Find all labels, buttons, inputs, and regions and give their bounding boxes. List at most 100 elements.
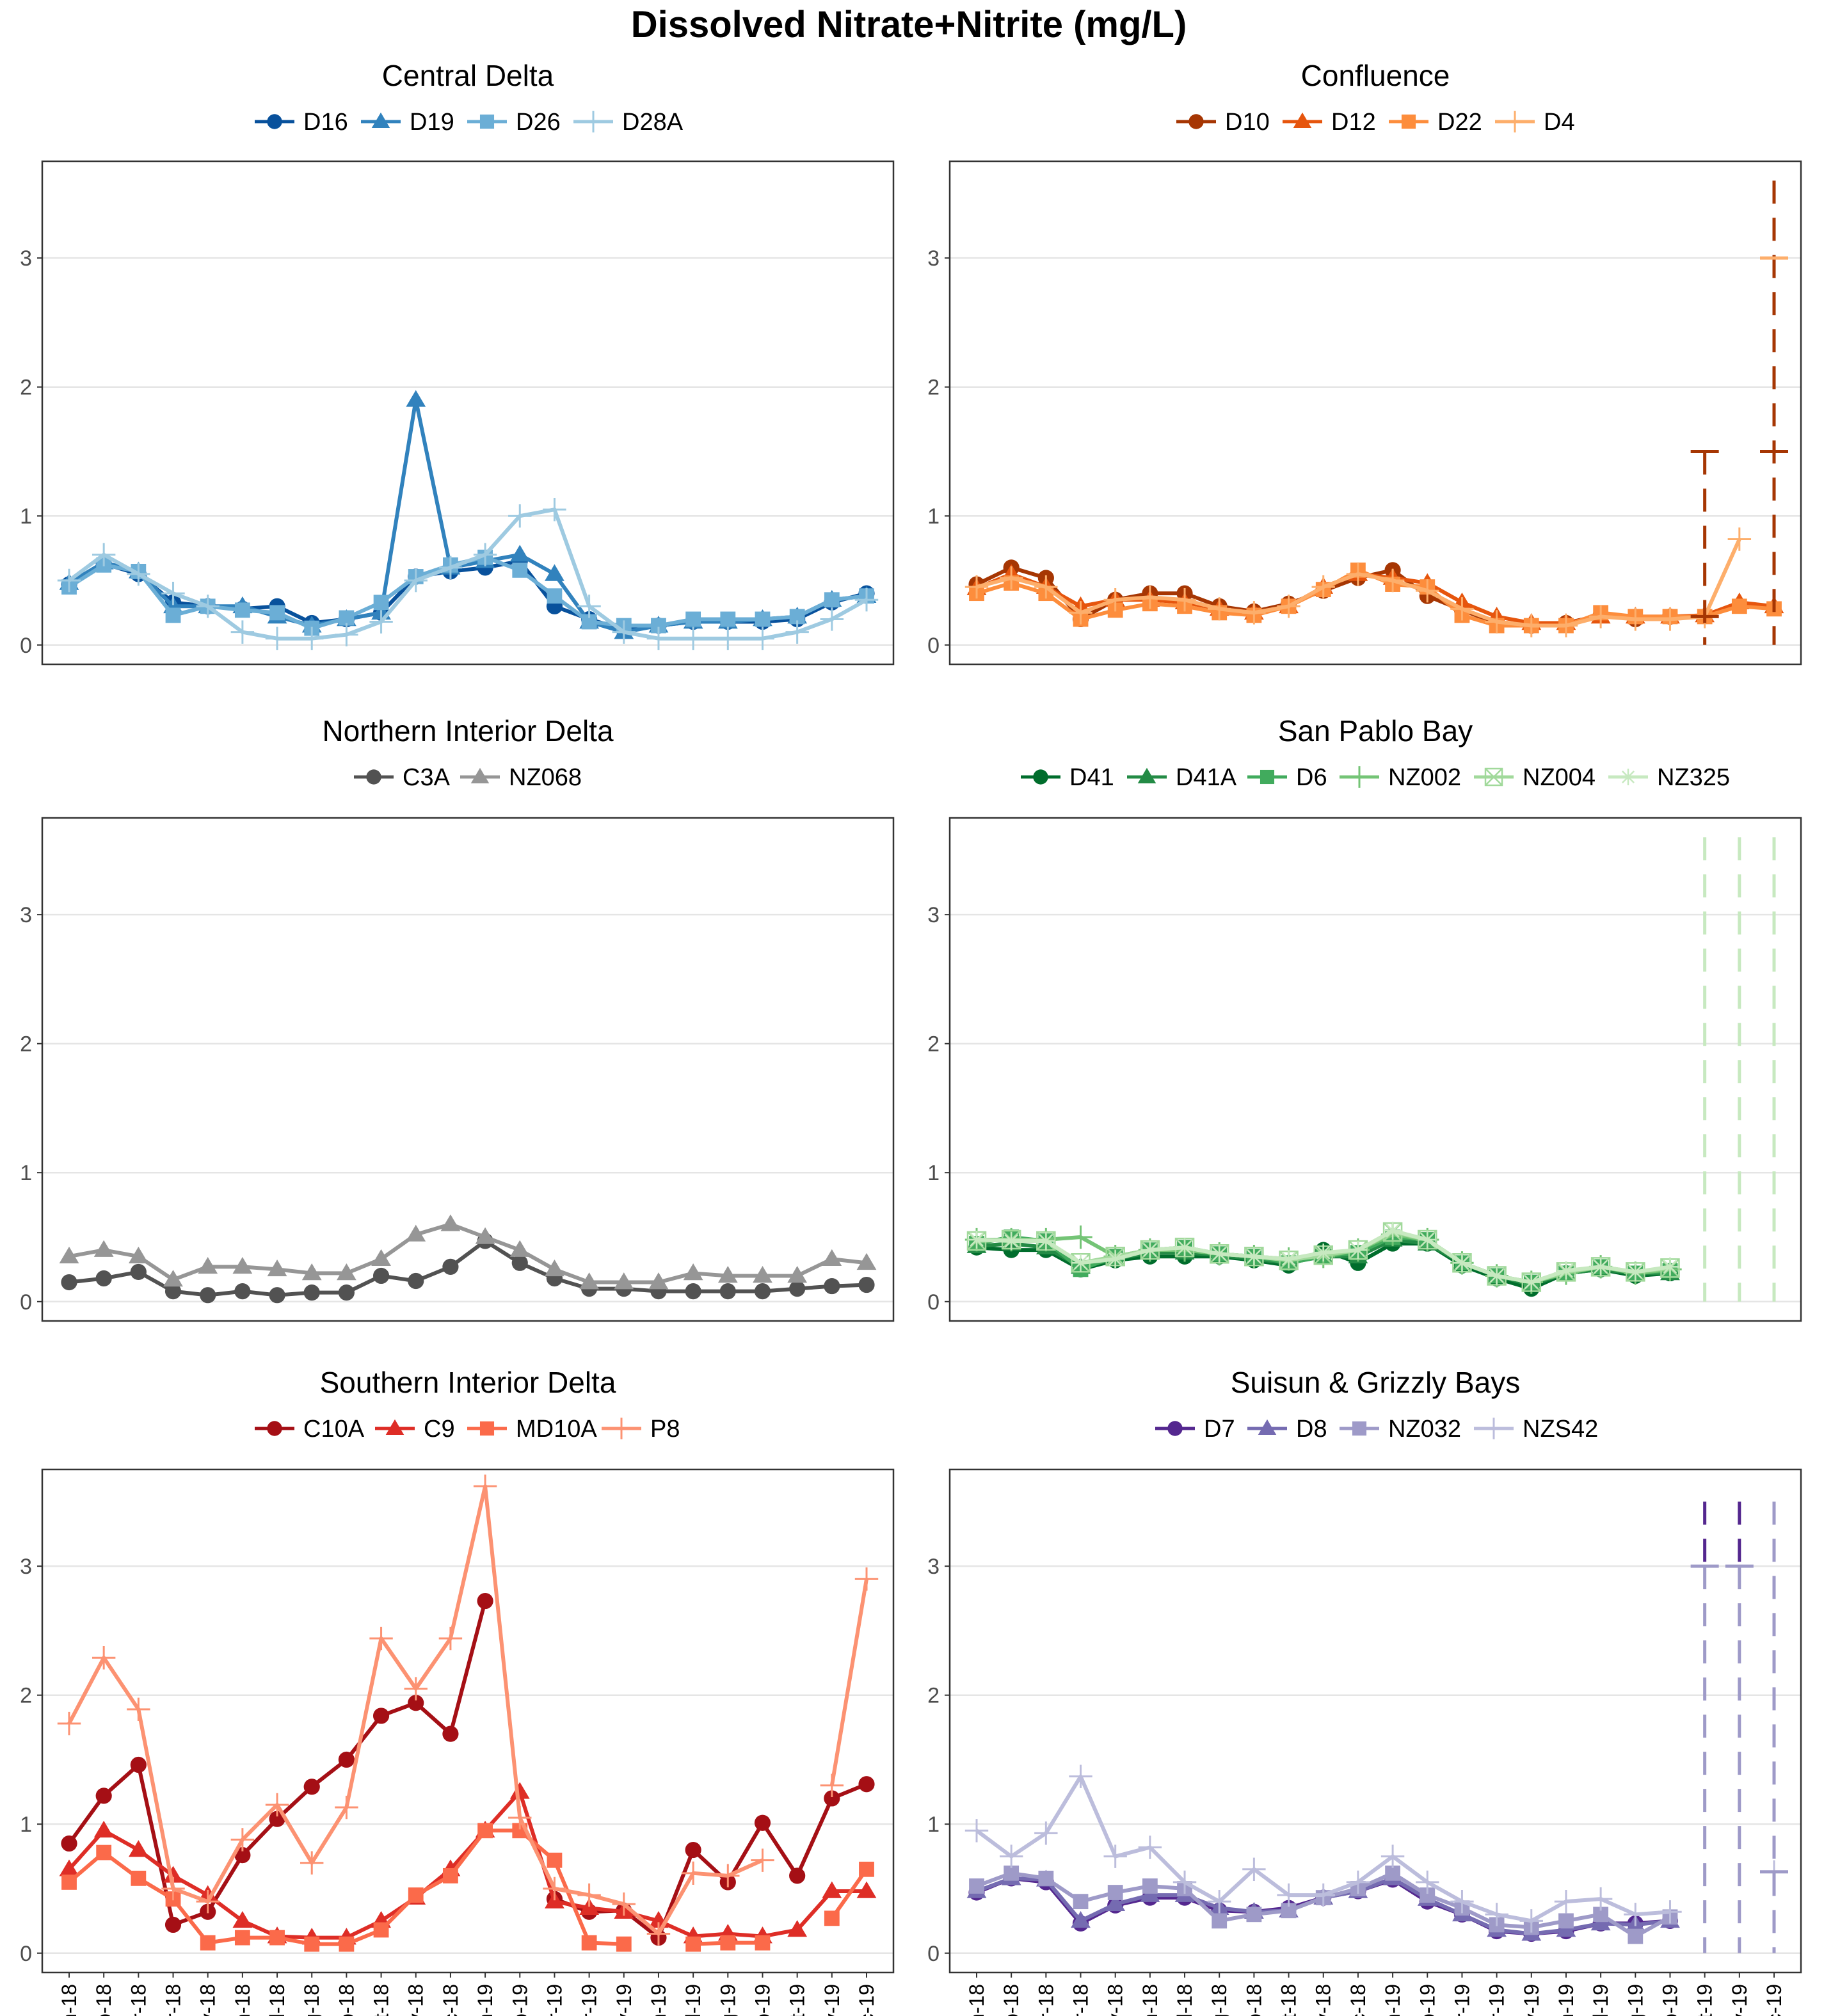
data-point (856, 1881, 877, 1898)
data-point (1380, 1844, 1405, 1868)
data-point (404, 1677, 428, 1700)
legend-marker (470, 767, 490, 784)
data-point (685, 1936, 701, 1952)
x-tick-label: Dec-19 (855, 1984, 878, 2016)
legend-item-nz032: NZ032 (1340, 1416, 1461, 1443)
legend-confluence: D10 D12 D22 D4 (1176, 109, 1575, 136)
data-point (440, 1214, 461, 1231)
y-tick-label: 1 (20, 504, 32, 529)
data-point (92, 543, 116, 566)
data-point (408, 1272, 424, 1290)
panel-title: Suisun & Grizzly Bays (1231, 1366, 1520, 1399)
data-point (543, 497, 566, 522)
data-point (1346, 1870, 1370, 1894)
data-point (1485, 610, 1508, 634)
legend-label: D22 (1437, 109, 1482, 136)
data-point (509, 1240, 530, 1257)
data-point (1106, 1250, 1124, 1268)
data-point (824, 1277, 840, 1295)
data-point (1002, 1232, 1021, 1251)
legend-label: NZ032 (1388, 1416, 1461, 1443)
legend-label: C3A (403, 764, 451, 791)
data-point (1073, 1894, 1089, 1910)
legend-item-d22: D22 (1389, 109, 1482, 136)
data-point (968, 1231, 986, 1249)
x-tick-label: Jun-18 (231, 1984, 254, 2016)
data-point (859, 1861, 874, 1877)
data-point (1069, 1764, 1092, 1788)
data-point (339, 610, 355, 626)
data-point (1658, 607, 1682, 631)
data-point (406, 1224, 426, 1242)
legend-label: D16 (303, 109, 348, 136)
legend-label: C9 (424, 1416, 455, 1443)
data-point (1103, 588, 1127, 612)
y-tick-label: 3 (927, 1555, 940, 1579)
data-point (508, 1805, 532, 1830)
legend-item-c10a: C10A (255, 1416, 365, 1443)
legend-item-d6: D6 (1247, 764, 1327, 791)
y-tick-label: 0 (927, 634, 940, 658)
x-tick-label: Aug-18 (300, 1984, 323, 2016)
data-point (335, 623, 358, 646)
x-tick-label: Jul-19 (682, 1984, 705, 2016)
series-line (829, 1578, 868, 1786)
data-point (1558, 1913, 1574, 1929)
y-tick-label: 2 (927, 1032, 940, 1057)
legend-item-d7: D7 (1155, 1416, 1235, 1443)
x-tick-label: May-19 (612, 1984, 636, 2016)
data-point (511, 1254, 528, 1271)
data-point (438, 1626, 463, 1651)
y-tick-label: 3 (20, 1555, 32, 1579)
data-point (61, 1875, 77, 1890)
data-point (1418, 1231, 1437, 1249)
x-tick-label: Aug-18 (1208, 1984, 1231, 2016)
data-point (93, 1240, 114, 1257)
panel-title: San Pablo Bay (1278, 714, 1473, 748)
legend-marker (611, 1418, 632, 1439)
data-point (338, 1284, 355, 1301)
data-point (442, 1725, 459, 1742)
legend-central-delta: D16 D19 D26 D28A (255, 109, 684, 136)
data-point (614, 1272, 634, 1290)
y-tick-label: 3 (20, 903, 32, 927)
data-point (301, 1263, 322, 1281)
data-point (856, 1252, 877, 1270)
data-point (1245, 1247, 1263, 1266)
data-point (1140, 1241, 1159, 1260)
legend-item-c9: C9 (375, 1416, 455, 1443)
y-tick-label: 3 (927, 246, 940, 271)
series-line (830, 1868, 868, 1920)
data-point (1487, 1267, 1506, 1285)
data-point (96, 1844, 112, 1860)
data-point (1522, 1273, 1540, 1292)
legend-label: D26 (516, 109, 561, 136)
data-point (1588, 1887, 1613, 1911)
data-point (1242, 601, 1266, 625)
data-point (443, 1868, 458, 1884)
legend-label: D4 (1544, 109, 1575, 136)
data-point (300, 627, 324, 650)
x-tick-label: Nov-19 (1728, 1984, 1751, 2016)
x-tick-label: Sep-18 (335, 1984, 358, 2016)
data-point (335, 1795, 358, 1820)
data-point (230, 620, 255, 644)
data-point (95, 1788, 112, 1804)
y-tick-label: 0 (20, 1290, 32, 1315)
panel-title: Southern Interior Delta (320, 1366, 616, 1399)
legend-suisun-and-grizzly-bays: D7 D8 NZ032 NZS42 (1155, 1416, 1598, 1443)
data-point (1556, 1261, 1575, 1280)
data-point (508, 504, 532, 528)
data-point (59, 1859, 79, 1876)
data-point (509, 1782, 530, 1799)
data-point (755, 1935, 771, 1951)
data-point (59, 1246, 79, 1264)
data-point (57, 1711, 81, 1736)
x-tick-label: Apr-18 (162, 1984, 185, 2016)
data-point (547, 588, 563, 604)
data-point (1279, 1250, 1298, 1268)
data-point (1384, 1221, 1402, 1240)
y-tick-label: 2 (20, 1032, 32, 1057)
x-tick-label: Jun-19 (1555, 1984, 1578, 2016)
x-tick-label: Jan-18 (58, 1984, 81, 2016)
